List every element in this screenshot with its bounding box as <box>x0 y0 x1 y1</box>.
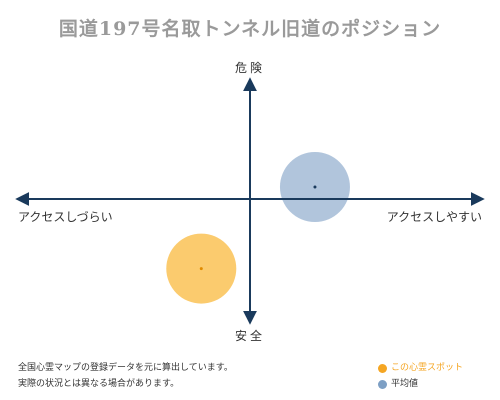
chart-title: 国道197号名取トンネル旧道のポジション <box>58 18 442 40</box>
legend-item-spot: この心霊スポット <box>378 360 463 376</box>
axis-label-top: 危険 <box>235 61 265 75</box>
footer-line-2: 実際の状況とは異なる場合があります。 <box>18 379 180 389</box>
legend-item-average: 平均値 <box>378 376 463 392</box>
legend-label-average: 平均値 <box>391 379 419 389</box>
axis-label-right: アクセスしやすい <box>387 210 482 224</box>
axis-label-left: アクセスしづらい <box>18 210 113 224</box>
footer-note: 全国心霊マップの登録データを元に算出しています。 実際の状況とは異なる場合があり… <box>18 360 233 392</box>
footer-line-1: 全国心霊マップの登録データを元に算出しています。 <box>18 363 233 373</box>
point-center-average <box>313 185 317 189</box>
data-points <box>166 152 350 304</box>
legend-dot-average <box>378 379 387 389</box>
legend: この心霊スポット 平均値 <box>378 360 463 392</box>
legend-label-spot: この心霊スポット <box>391 363 464 373</box>
axis-label-bottom: 安全 <box>235 328 265 343</box>
point-center-spot <box>199 267 203 271</box>
legend-dot-spot <box>378 363 387 373</box>
